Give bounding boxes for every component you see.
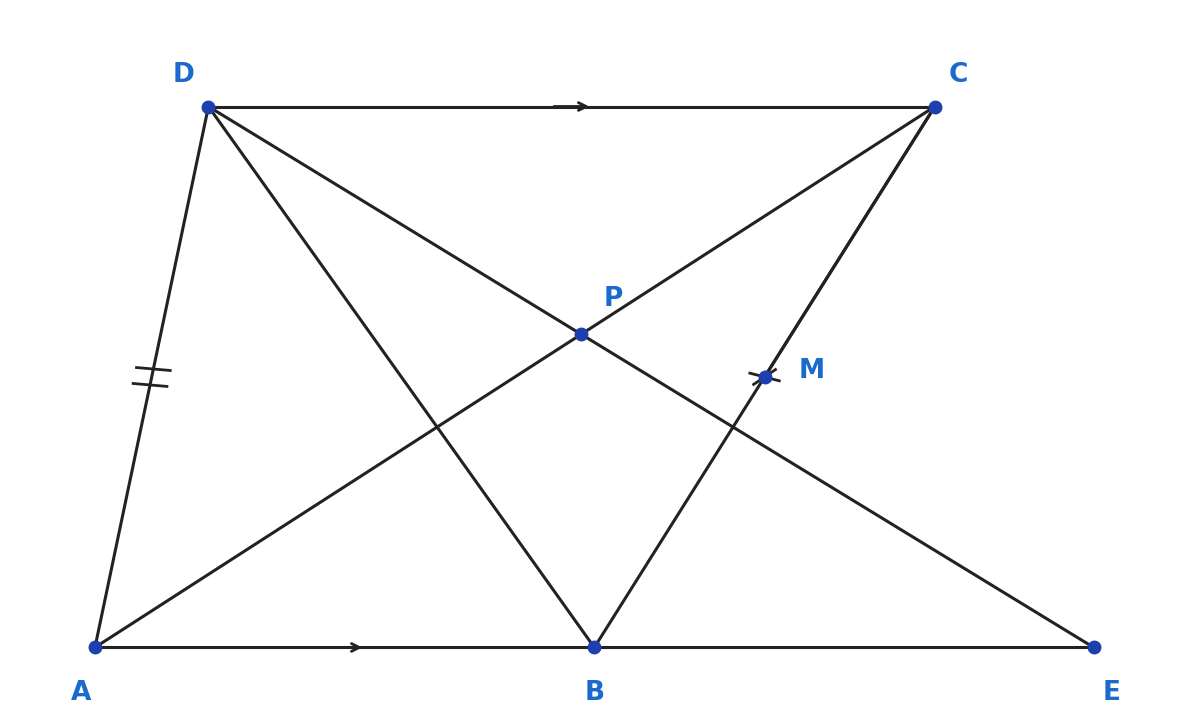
Text: B: B (584, 680, 605, 707)
Text: M: M (799, 359, 824, 384)
Text: P: P (604, 286, 623, 312)
Text: A: A (71, 680, 91, 707)
Text: E: E (1103, 680, 1121, 707)
Text: D: D (173, 62, 194, 88)
Text: C: C (949, 62, 968, 88)
